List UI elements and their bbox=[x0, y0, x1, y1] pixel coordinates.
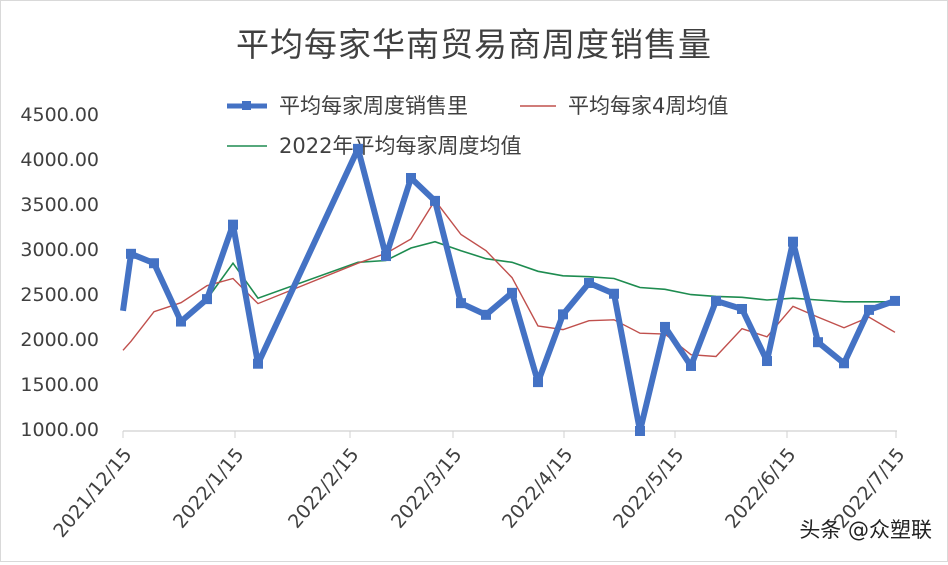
data-point-marker bbox=[481, 309, 491, 320]
data-point-marker bbox=[149, 258, 159, 269]
data-point-marker bbox=[839, 358, 849, 369]
legend-label: 2022年平均每家周度均值 bbox=[279, 134, 522, 158]
data-point-marker bbox=[381, 251, 391, 262]
data-point-marker bbox=[635, 426, 645, 436]
y-tick-label: 2500.00 bbox=[20, 284, 99, 306]
data-point-marker bbox=[864, 304, 874, 315]
data-point-marker bbox=[890, 295, 900, 306]
data-point-marker bbox=[430, 195, 440, 206]
y-tick-label: 3000.00 bbox=[20, 239, 99, 261]
data-point-marker bbox=[507, 287, 517, 298]
series-4week-average-line bbox=[122, 199, 896, 358]
data-point-marker bbox=[609, 288, 619, 299]
legend-swatch-blue-marker-icon bbox=[225, 93, 269, 117]
data-point-marker bbox=[737, 303, 747, 314]
data-point-marker bbox=[126, 248, 136, 259]
watermark: 头条 @众塑联 bbox=[799, 518, 932, 542]
data-point-marker bbox=[762, 356, 772, 367]
y-tick-label: 3500.00 bbox=[20, 194, 99, 216]
data-point-marker bbox=[711, 295, 721, 306]
data-point-marker bbox=[660, 321, 670, 332]
data-point-marker bbox=[533, 377, 543, 388]
y-tick-label: 4000.00 bbox=[20, 149, 99, 171]
data-point-marker bbox=[253, 358, 263, 369]
legend-item-weekly-sales: 平均每家周度销售里 bbox=[225, 90, 468, 120]
series-weekly-sales-markers bbox=[126, 143, 900, 436]
data-point-marker bbox=[813, 337, 823, 348]
legend-swatch-red-line-icon bbox=[518, 93, 558, 117]
legend-label: 平均每家周度销售里 bbox=[279, 94, 468, 118]
y-tick-label: 4500.00 bbox=[20, 104, 99, 126]
legend-item-4week-average: 平均每家4周均值 bbox=[518, 90, 728, 120]
data-point-marker bbox=[456, 298, 466, 309]
data-point-marker bbox=[406, 173, 416, 184]
data-point-marker bbox=[353, 143, 363, 154]
y-tick-label: 2000.00 bbox=[20, 329, 99, 351]
legend-swatch-green-line-icon bbox=[225, 133, 269, 157]
legend-item-2022-average: 2022年平均每家周度均值 bbox=[225, 130, 521, 160]
legend-label: 平均每家4周均值 bbox=[568, 94, 729, 118]
y-tick-label: 1000.00 bbox=[20, 419, 99, 441]
data-point-marker bbox=[558, 309, 568, 320]
data-point-marker bbox=[176, 316, 186, 327]
y-tick-label: 1500.00 bbox=[20, 374, 99, 396]
x-axis-line bbox=[122, 430, 897, 438]
chart-title: 平均每家华南贸易商周度销售量 bbox=[236, 25, 712, 64]
data-point-marker bbox=[228, 219, 238, 230]
data-point-marker bbox=[788, 236, 798, 247]
data-point-marker bbox=[584, 277, 594, 288]
data-point-marker bbox=[202, 294, 212, 305]
data-point-marker bbox=[686, 360, 696, 371]
